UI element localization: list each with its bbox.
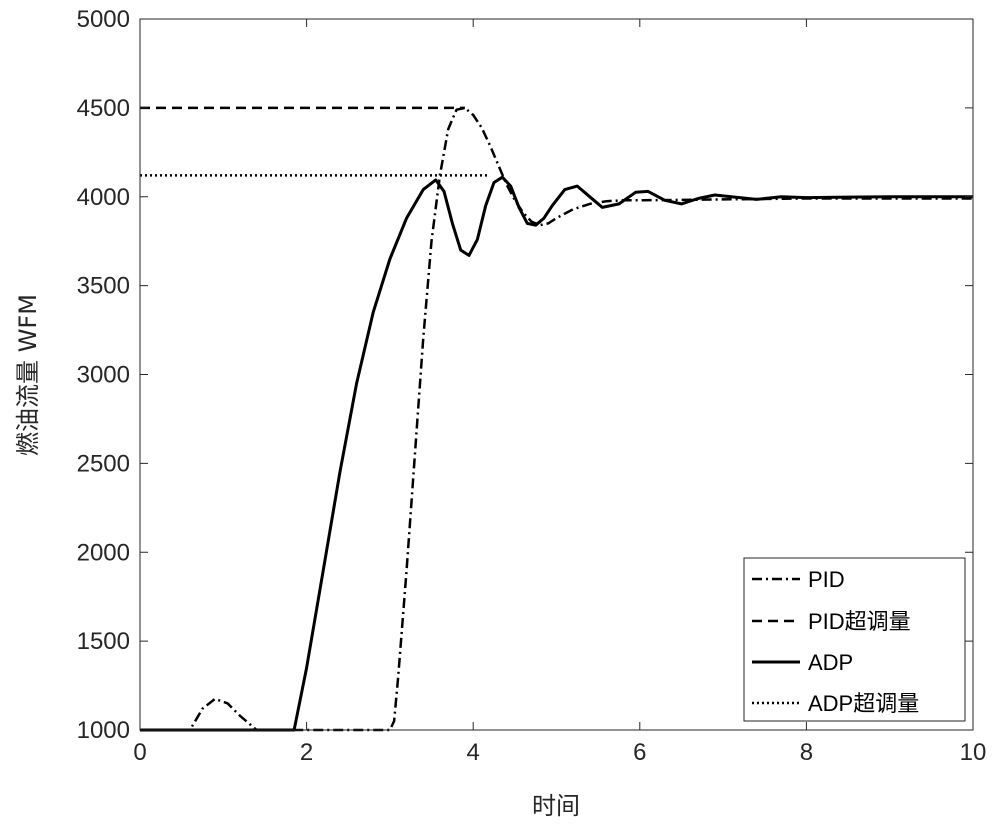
x-tick-label: 0 bbox=[133, 739, 146, 766]
y-tick-label: 1000 bbox=[77, 717, 130, 744]
y-tick-label: 5000 bbox=[77, 6, 130, 33]
y-tick-label: 3500 bbox=[77, 273, 130, 300]
y-tick-label: 4000 bbox=[77, 184, 130, 211]
legend-label-adp: ADP bbox=[808, 650, 853, 675]
legend: PID PID超调量 ADP ADP超调量 bbox=[744, 558, 965, 721]
x-tick-label: 2 bbox=[300, 739, 313, 766]
y-axis-label: 燃油流量 WFM bbox=[14, 294, 42, 456]
y-tick-label: 3000 bbox=[77, 362, 130, 389]
y-tick-label: 2000 bbox=[77, 539, 130, 566]
y-tick-label: 1500 bbox=[77, 628, 130, 655]
x-tick-label: 10 bbox=[960, 739, 987, 766]
x-tick-label: 6 bbox=[633, 739, 646, 766]
x-axis-label: 时间 bbox=[532, 792, 580, 820]
x-tick-label: 4 bbox=[467, 739, 480, 766]
x-tick-label: 8 bbox=[800, 739, 813, 766]
y-tick-label: 2500 bbox=[77, 450, 130, 477]
legend-label-pid: PID bbox=[808, 567, 845, 592]
legend-label-adp-overshoot: ADP超调量 bbox=[808, 691, 919, 716]
y-tick-label: 4500 bbox=[77, 95, 130, 122]
legend-label-pid-overshoot: PID超调量 bbox=[808, 609, 911, 634]
